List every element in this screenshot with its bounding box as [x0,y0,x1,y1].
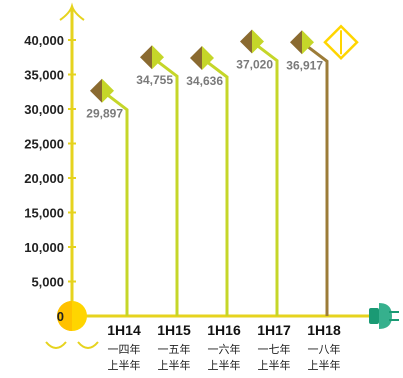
data-point: 36,917 [286,24,359,316]
diamond-marker [140,45,164,70]
data-label: 29,897 [86,107,123,121]
diamond-marker [190,46,214,71]
y-tick-label: 35,000 [24,68,64,83]
data-label: 37,020 [236,58,273,72]
diamond-marker [90,78,114,103]
series-stem [251,40,279,316]
x-category-sublabel: 上半年 [308,358,341,372]
x-category-sublabel: 上半年 [158,358,191,372]
x-category-sublabel: 一六年 [208,342,241,356]
y-tick-label: 15,000 [24,206,64,221]
x-category-sublabel: 一五年 [158,342,191,356]
diamond-marker [240,29,264,54]
data-point: 29,897 [86,78,129,316]
data-label: 34,636 [186,74,223,88]
y-tick-label: 30,000 [24,102,64,117]
data-point: 34,755 [136,45,179,316]
data-point: 37,020 [236,29,279,316]
y-tick-label: 25,000 [24,137,64,152]
y-tick-label: 40,000 [24,33,64,48]
x-category-sublabel: 上半年 [258,358,291,372]
data-point: 34,636 [186,46,229,316]
x-category-sublabel: 一七年 [258,342,291,356]
x-category-sublabel: 一四年 [108,342,141,356]
x-category-label: 1H16 [207,322,241,338]
series-stem [151,55,179,316]
series-stem [301,41,329,316]
y-tick-label: 20,000 [24,171,64,186]
data-label: 34,755 [136,73,173,87]
y-tick-label: 5,000 [31,275,64,290]
x-category-sublabel: 一八年 [308,342,341,356]
series-stem [201,56,229,316]
y-axis-top-arrow [59,2,85,21]
plug-icon [369,303,399,329]
x-category-label: 1H17 [257,322,291,338]
x-category-sublabel: 上半年 [208,358,241,372]
data-label: 36,917 [286,58,323,72]
diamond-marker [290,30,314,55]
y-tick-label: 0 [57,309,64,324]
x-category-sublabel: 上半年 [108,358,141,372]
x-category-label: 1H14 [107,322,141,338]
y-axis-root-curl [45,341,99,349]
x-category-label: 1H18 [307,322,341,338]
y-tick-label: 10,000 [24,240,64,255]
series-stem [101,89,129,316]
origin-dot [57,301,87,331]
x-category-label: 1H15 [157,322,191,338]
